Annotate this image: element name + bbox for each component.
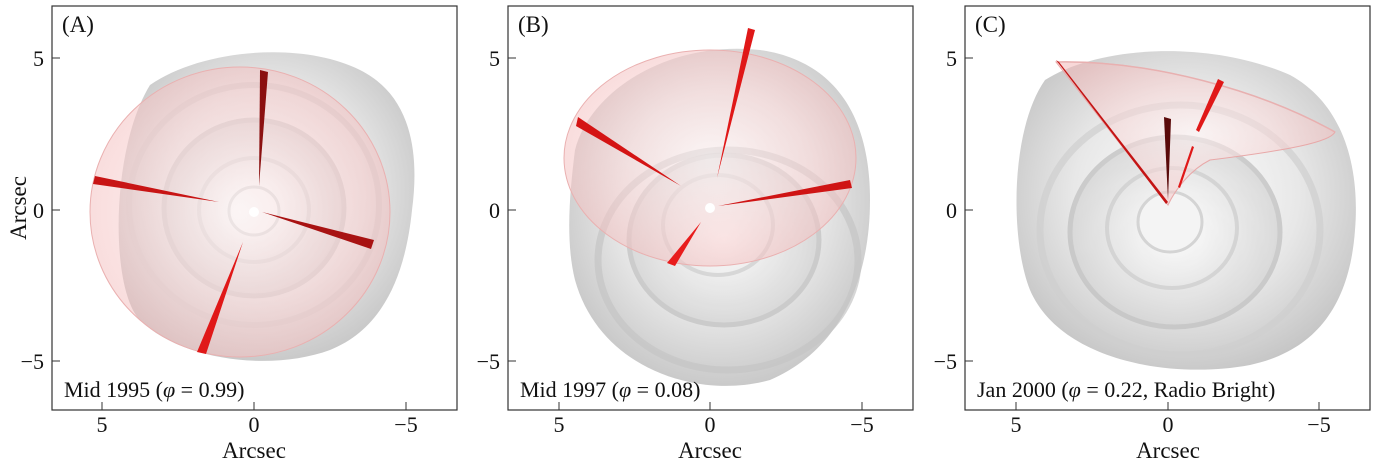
- panel-c-jet-north: [1164, 117, 1171, 200]
- panel-b-xtick-0: 0: [705, 412, 716, 437]
- y-axis-title: Arcsec: [6, 176, 31, 240]
- panel-a-pink-cone: [89, 66, 391, 358]
- panel-a-xtick-0: 0: [249, 412, 260, 437]
- panel-b-plot: [563, 28, 870, 386]
- panel-b-ytick-m5: −5: [477, 349, 500, 374]
- panel-c-x-axis-title: Arcsec: [1136, 438, 1200, 463]
- panel-c-xtick-0: 0: [1163, 412, 1174, 437]
- panel-a-ytick-5: 5: [33, 46, 44, 71]
- panel-a-xtick-5: 5: [97, 412, 108, 437]
- panel-c-xtick-5: 5: [1011, 412, 1022, 437]
- panel-a-jet-east: [262, 212, 374, 249]
- panel-b-label: (B): [518, 12, 549, 37]
- panel-b-ytick-5: 5: [489, 46, 500, 71]
- panel-b-jet-east: [718, 180, 852, 206]
- panel-c-jet-fragment: [1178, 146, 1194, 188]
- panel-c-label: (C): [975, 12, 1006, 37]
- panel-c-xtick-m5: −5: [1307, 412, 1330, 437]
- panel-a-plot: [89, 52, 415, 361]
- panel-a-jet-south: [197, 242, 243, 354]
- panel-a-ytick-m5: −5: [21, 349, 44, 374]
- panel-b-caption: Mid 1997 (φ = 0.08): [520, 377, 700, 402]
- panel-c-jet-long: [1056, 60, 1168, 204]
- panel-a-jet-north: [259, 70, 268, 186]
- panel-c-ytick-0: 0: [946, 198, 957, 223]
- panel-c-plot: [1016, 51, 1356, 370]
- panel-c-ytick-m5: −5: [934, 349, 957, 374]
- panel-c-ytick-5: 5: [946, 46, 957, 71]
- panel-c: (C) Jan 2000 (φ = 0.22, Radio Bright) 5 …: [934, 5, 1371, 463]
- panel-b: (B) Mid 1997 (φ = 0.08) 5 0 −5 5 0 −5 Ar…: [477, 5, 914, 463]
- panel-b-center: [705, 203, 715, 213]
- panel-c-jet-northeast: [1196, 79, 1224, 132]
- panel-a-jet-west: [93, 176, 219, 202]
- panel-c-caption: Jan 2000 (φ = 0.22, Radio Bright): [977, 377, 1275, 402]
- panel-a-xtick-m5: −5: [394, 412, 417, 437]
- panel-a-ytick-0: 0: [33, 198, 44, 223]
- panel-b-pink-cone: [563, 49, 857, 267]
- panel-a-caption: Mid 1995 (φ = 0.99): [64, 377, 244, 402]
- panel-b-ytick-0: 0: [489, 198, 500, 223]
- panel-a-center: [249, 207, 259, 217]
- panel-b-jet-north: [717, 28, 755, 178]
- panel-b-jet-west: [576, 117, 681, 186]
- panel-a-label: (A): [62, 12, 94, 37]
- panel-a-x-axis-title: Arcsec: [222, 438, 286, 463]
- panel-b-x-axis-title: Arcsec: [678, 438, 742, 463]
- panel-c-pink-cone-rim: [1055, 61, 1336, 133]
- panel-b-xtick-5: 5: [554, 412, 565, 437]
- panel-b-xtick-m5: −5: [850, 412, 873, 437]
- panel-b-jet-south: [667, 222, 701, 266]
- panel-a: (A) Mid 1995 (φ = 0.99) 5 0 −5 5 0 −5 Ar…: [6, 5, 458, 463]
